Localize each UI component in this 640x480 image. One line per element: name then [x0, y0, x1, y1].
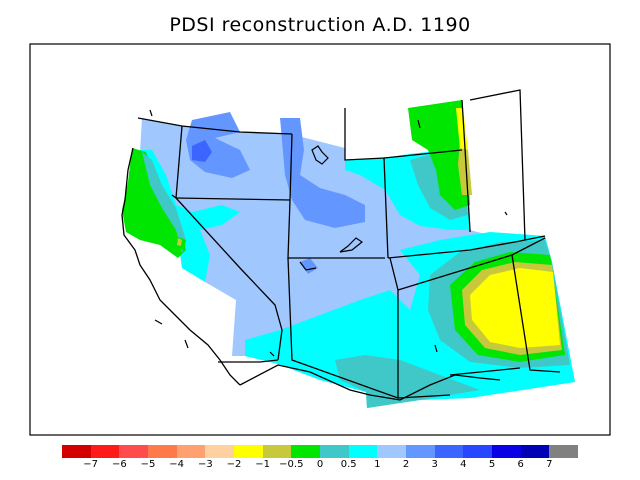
state-boundaries [121, 89, 561, 401]
color-swatch [62, 445, 91, 458]
map-title: PDSI reconstruction A.D. 1190 [169, 14, 471, 36]
color-swatch [377, 445, 407, 458]
color-scale-tick-label: −5 [140, 459, 156, 470]
color-scale-tick-label: −3 [197, 459, 213, 470]
color-scale-tick-label: 0 [316, 459, 324, 470]
color-scale-tick-label: −0.5 [279, 459, 304, 470]
color-scale-tick-label: 5 [488, 459, 496, 470]
region-olive-northeast [458, 140, 472, 195]
region-medium-blue-small [300, 258, 318, 274]
color-swatch [348, 445, 378, 458]
region-cyan-south [245, 290, 575, 408]
lake-detail-2 [299, 261, 317, 271]
color-scale-labels: −7 −6 −5 −4 −3 −2 −1 −0.5 0 0.5 1 2 3 4 5 6 7 [62, 459, 578, 473]
color-swatch [291, 445, 321, 458]
color-swatch [262, 445, 292, 458]
island-6 [269, 351, 275, 357]
color-scale-tick-label: 3 [431, 459, 438, 470]
island-7 [504, 211, 508, 216]
island-2 [417, 119, 421, 129]
region-cyan-west [140, 150, 240, 282]
color-swatch [492, 445, 521, 458]
color-swatch [463, 445, 493, 458]
color-swatch [406, 445, 435, 458]
color-scale-bar [62, 445, 579, 458]
color-scale-tick-label: −1 [255, 459, 271, 470]
region-dark-blue-north [192, 140, 212, 162]
color-scale-tick-label: −4 [169, 459, 185, 470]
lake-detail-1 [339, 237, 364, 253]
color-scale-tick-label: −6 [111, 459, 127, 470]
color-scale-tick-label: 0.5 [340, 459, 357, 470]
water-features [149, 109, 508, 357]
island-4 [184, 339, 189, 349]
color-swatch [176, 445, 206, 458]
color-scale-tick-label: −7 [83, 459, 99, 470]
color-scale-tick-label: 6 [517, 459, 524, 470]
great-salt-lake-outline [311, 145, 329, 165]
region-yellow-east [470, 268, 560, 348]
color-swatch [205, 445, 235, 458]
color-swatch [549, 445, 579, 458]
region-green-west [122, 148, 186, 258]
color-swatch [148, 445, 177, 458]
color-scale-tick-label: 4 [460, 459, 467, 470]
color-swatch [520, 445, 550, 458]
color-scale-tick-label: 7 [546, 459, 553, 470]
color-swatch [90, 445, 120, 458]
color-swatch [234, 445, 263, 458]
region-medium-blue-center [280, 118, 365, 228]
island-3 [434, 344, 438, 353]
color-scale-tick-label: 1 [374, 459, 381, 470]
color-swatch [119, 445, 149, 458]
region-olive-sierra [177, 238, 182, 246]
color-swatch [434, 445, 464, 458]
region-green-northeast [408, 100, 470, 210]
color-scale-tick-label: −2 [226, 459, 242, 470]
island-5 [154, 319, 163, 325]
region-teal-west [142, 152, 186, 254]
color-swatch [320, 445, 349, 458]
island-1 [149, 109, 153, 117]
color-scale-tick-label: 2 [402, 459, 410, 470]
